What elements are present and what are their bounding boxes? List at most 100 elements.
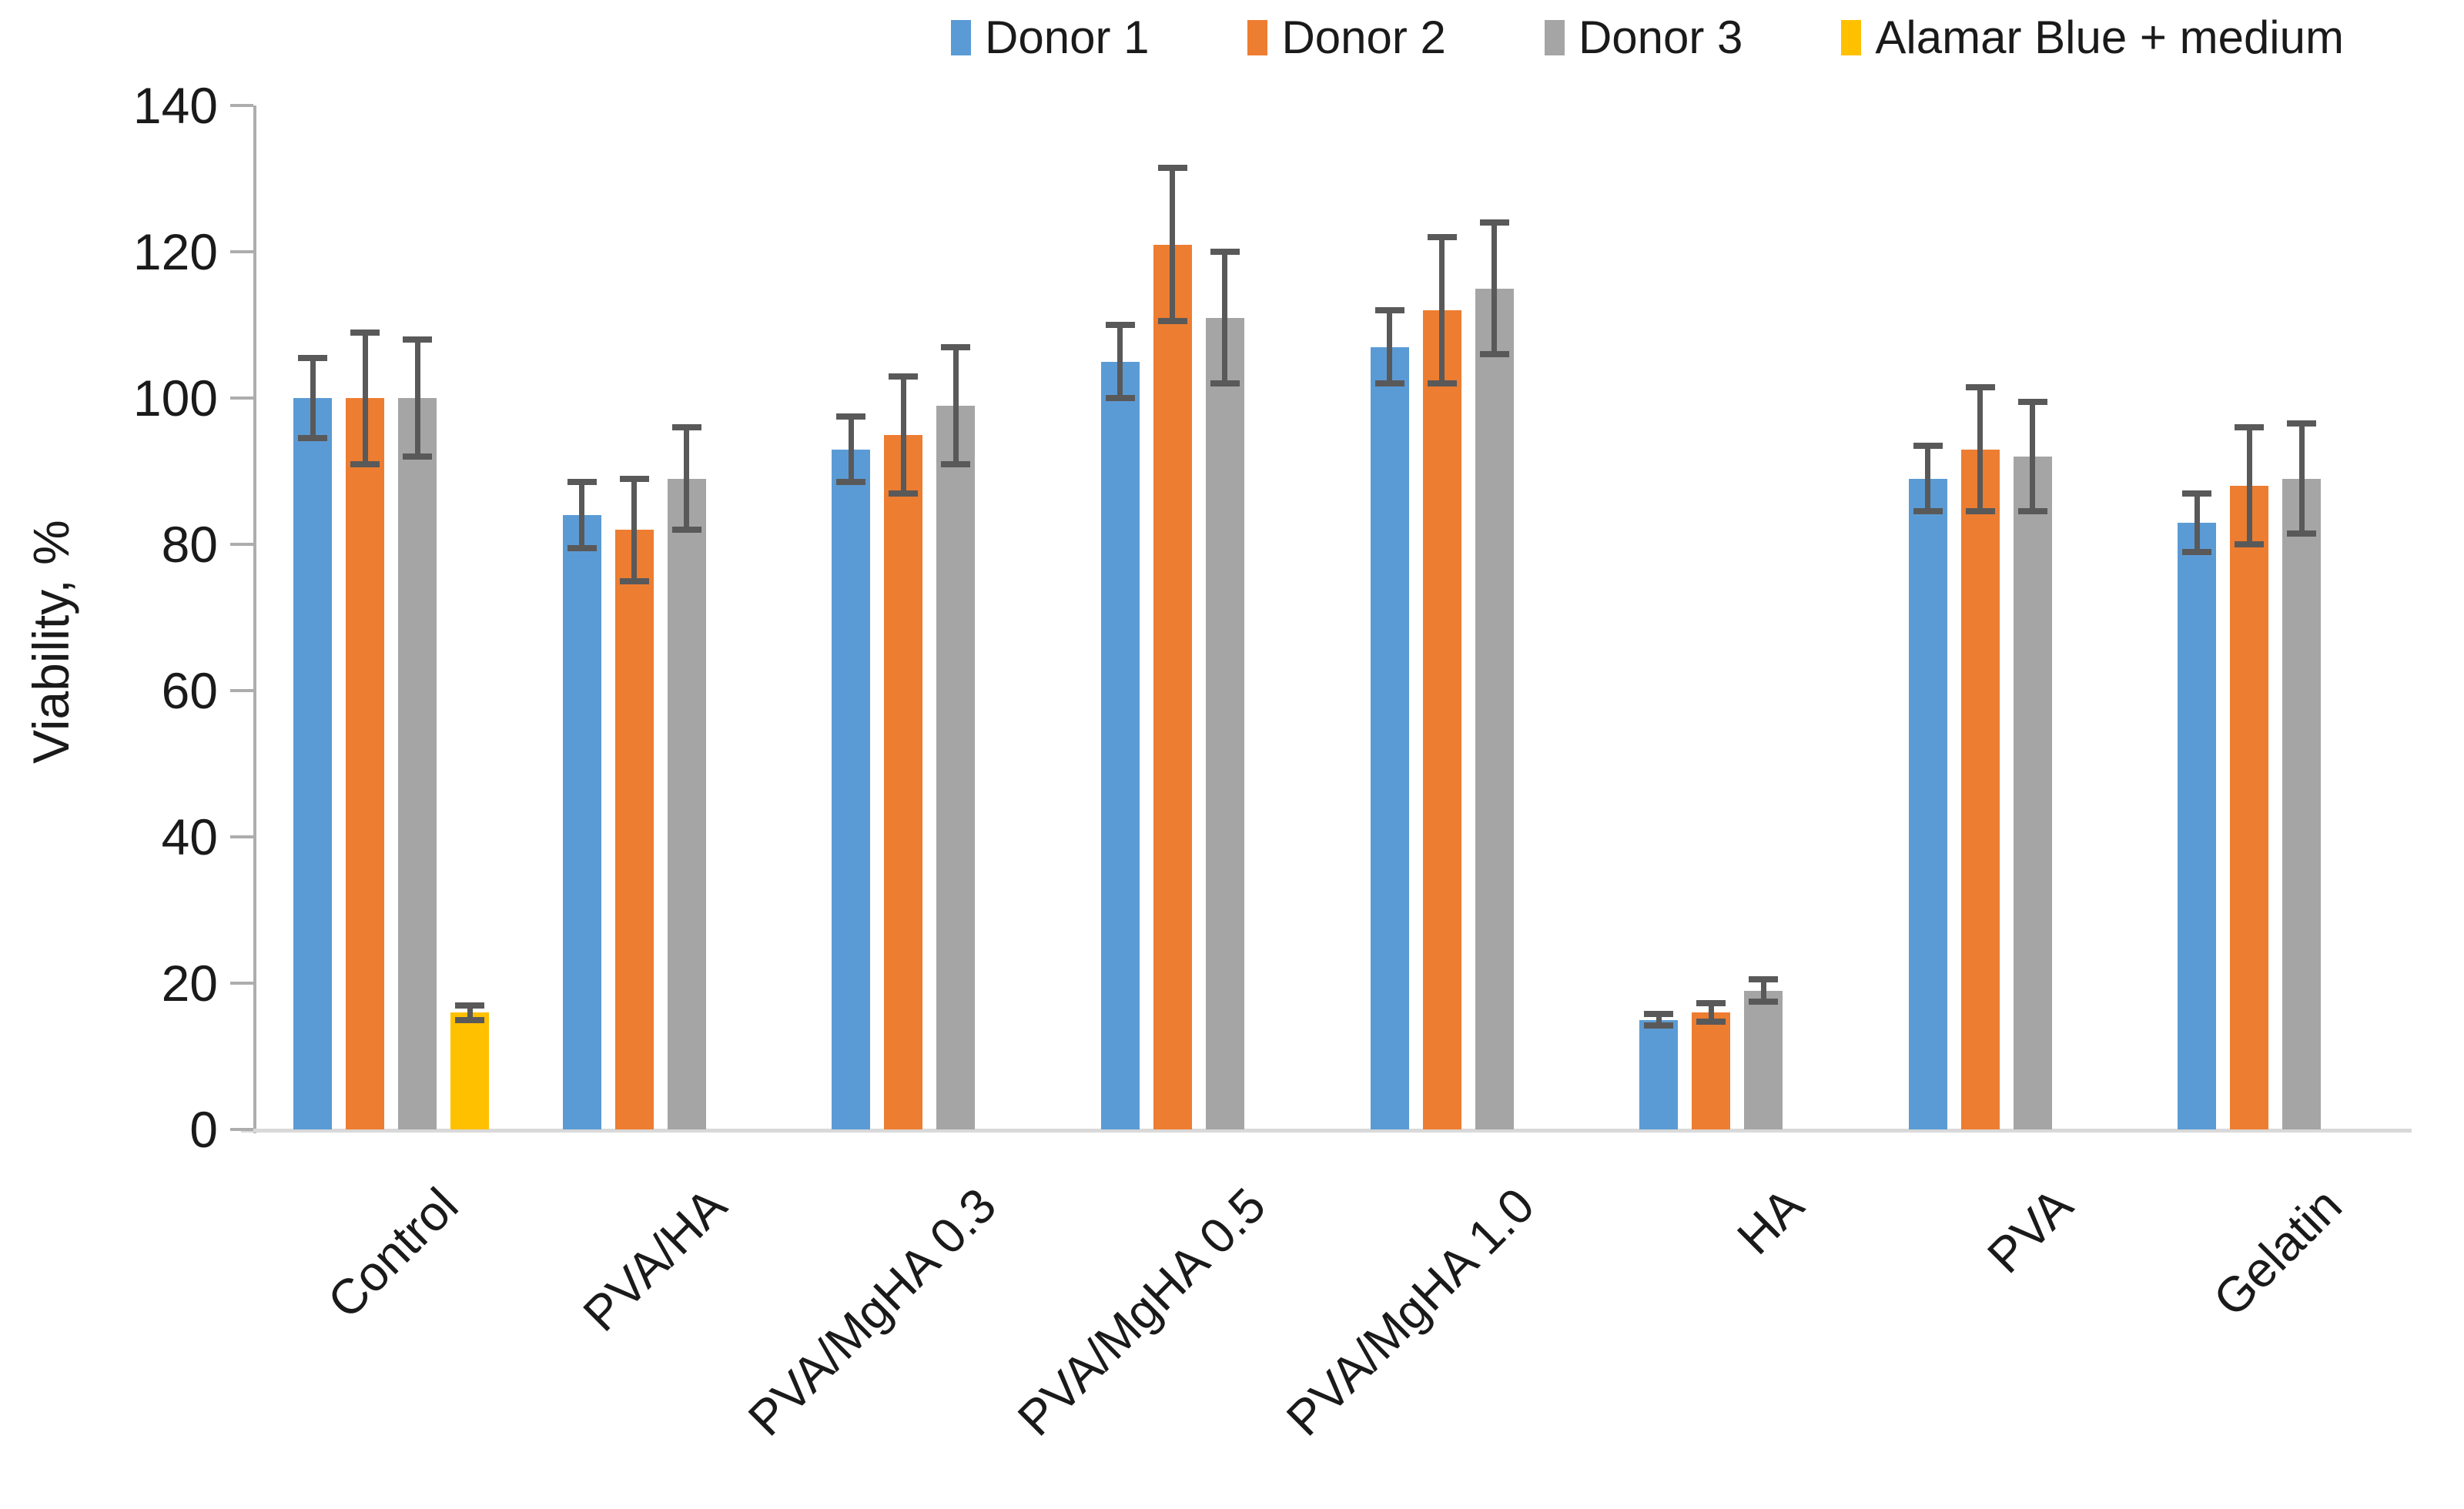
error-bar-cap-top bbox=[2017, 398, 2047, 405]
error-bar-cap-top bbox=[619, 475, 649, 482]
error-bar-cap-top bbox=[889, 373, 919, 380]
error-bar-line bbox=[1760, 979, 1766, 1002]
y-tick-mark bbox=[230, 689, 253, 692]
y-tick-label: 20 bbox=[161, 955, 218, 1012]
error-bar-cap-top bbox=[1210, 249, 1240, 255]
error-bar-cap-bottom bbox=[2287, 530, 2317, 537]
y-tick-label: 80 bbox=[161, 516, 218, 573]
error-bar-cap-bottom bbox=[2017, 508, 2047, 515]
legend-item-donor-1: Donor 1 bbox=[951, 11, 1149, 64]
error-bar-line bbox=[631, 478, 638, 581]
error-bar-cap-top bbox=[350, 329, 380, 336]
y-tick-label: 120 bbox=[132, 223, 218, 280]
legend-label-donor-3: Donor 3 bbox=[1578, 12, 1743, 63]
y-tick-label: 40 bbox=[161, 808, 218, 865]
legend-marker-alamar-blue-medium bbox=[1841, 19, 1862, 55]
error-bar-cap-top bbox=[2182, 490, 2212, 497]
error-bar-cap-bottom bbox=[2182, 548, 2212, 555]
y-tick-mark bbox=[230, 250, 253, 253]
bar-donor-2-pva-ha bbox=[614, 530, 654, 1129]
bar-donor-1-pva-mgha-0-5 bbox=[1100, 361, 1140, 1129]
error-bar-cap-top bbox=[403, 336, 432, 343]
bar-donor-2-ha bbox=[1692, 1012, 1731, 1129]
error-bar-cap-bottom bbox=[567, 544, 597, 551]
legend-item-alamar-blue-medium: Alamar Blue + medium bbox=[1841, 11, 2344, 64]
error-bar-line bbox=[848, 416, 854, 483]
error-bar-cap-bottom bbox=[298, 435, 327, 442]
y-tick-label: 60 bbox=[161, 662, 218, 719]
error-bar-cap-bottom bbox=[889, 490, 919, 497]
bar-donor-3-pva-mgha-0-5 bbox=[1205, 317, 1244, 1129]
error-bar-cap-bottom bbox=[1749, 998, 1779, 1005]
error-bar-cap-bottom bbox=[455, 1016, 484, 1023]
bar-donor-3-pva-mgha-0-3 bbox=[936, 405, 976, 1129]
error-bar-cap-bottom bbox=[1696, 1019, 1726, 1026]
x-axis-line bbox=[241, 1129, 2412, 1133]
legend-marker-donor-3 bbox=[1544, 19, 1565, 55]
bar-donor-2-control bbox=[346, 398, 384, 1129]
error-bar-cap-top bbox=[2235, 424, 2265, 430]
error-bar-cap-top bbox=[298, 354, 327, 361]
y-tick-mark bbox=[230, 104, 253, 107]
error-bar-cap-top bbox=[1374, 307, 1404, 313]
error-bar-line bbox=[1656, 1013, 1662, 1026]
error-bar-cap-bottom bbox=[1157, 318, 1187, 325]
error-bar-cap-bottom bbox=[2235, 541, 2265, 547]
y-tick-label: 0 bbox=[189, 1101, 218, 1158]
x-category-label-pva-mgha-0-5: PVA/MgHA 0.5 bbox=[1006, 1177, 1276, 1447]
error-bar-cap-top bbox=[836, 413, 866, 420]
chart-legend: Donor 1 Donor 2 Donor 3 Alamar Blue + mediu… bbox=[951, 11, 2344, 64]
error-bar-cap-bottom bbox=[619, 577, 649, 584]
y-tick-mark bbox=[230, 835, 253, 838]
error-bar-cap-top bbox=[1696, 999, 1726, 1006]
error-bar-line bbox=[1439, 237, 1445, 383]
error-bar-line bbox=[310, 357, 316, 439]
x-category-label-pva-mgha-1-0: PVA/MgHA 1.0 bbox=[1275, 1177, 1545, 1447]
error-bar-cap-top bbox=[1105, 322, 1135, 328]
legend-marker-donor-1 bbox=[951, 19, 971, 55]
x-category-label-pva-mgha-0-3: PVA/MgHA 0.3 bbox=[737, 1177, 1007, 1447]
error-bar-cap-top bbox=[1644, 1010, 1674, 1017]
error-bar-cap-top bbox=[1749, 976, 1779, 983]
error-bar-cap-top bbox=[671, 424, 701, 430]
bar-donor-2-pva-mgha-0-5 bbox=[1153, 244, 1192, 1129]
y-tick-mark bbox=[230, 396, 253, 400]
x-category-label-control: Control bbox=[316, 1177, 468, 1329]
error-bar-line bbox=[900, 376, 906, 494]
y-tick-mark bbox=[230, 1128, 253, 1131]
error-bar-cap-top bbox=[1427, 234, 1457, 240]
bar-donor-1-pva-mgha-0-3 bbox=[832, 449, 871, 1129]
error-bar-cap-top bbox=[455, 1002, 484, 1009]
y-tick-mark bbox=[230, 982, 253, 985]
error-bar-line bbox=[579, 482, 585, 548]
error-bar-line bbox=[1708, 1002, 1714, 1022]
error-bar-cap-bottom bbox=[1479, 351, 1509, 357]
error-bar-line bbox=[362, 332, 368, 464]
bar-donor-1-gelatin bbox=[2178, 522, 2217, 1129]
bar-donor-3-gelatin bbox=[2282, 478, 2322, 1129]
y-tick-mark bbox=[230, 543, 253, 546]
x-category-label-pva-ha: PVA/HA bbox=[572, 1177, 738, 1342]
error-bar-cap-top bbox=[2287, 420, 2317, 427]
error-bar-cap-top bbox=[567, 479, 597, 486]
bar-donor-1-control bbox=[293, 398, 332, 1129]
error-bar-cap-top bbox=[1157, 164, 1187, 171]
error-bar-line bbox=[467, 1005, 473, 1020]
legend-item-donor-2: Donor 2 bbox=[1247, 11, 1446, 64]
error-bar-line bbox=[2298, 423, 2305, 534]
bar-donor-1-pva bbox=[1908, 478, 1947, 1129]
error-bar-line bbox=[1491, 223, 1497, 354]
bar-donor-3-pva bbox=[2013, 457, 2052, 1129]
error-bar-cap-bottom bbox=[1374, 380, 1404, 386]
bar-alamar-blue-medium-control bbox=[450, 1012, 489, 1129]
error-bar-cap-bottom bbox=[1644, 1022, 1674, 1029]
y-tick-label: 140 bbox=[132, 77, 218, 134]
error-bar-cap-bottom bbox=[941, 460, 971, 467]
error-bar-line bbox=[2246, 427, 2252, 544]
error-bar-line bbox=[2030, 401, 2036, 512]
bar-donor-2-pva-mgha-1-0 bbox=[1422, 310, 1461, 1129]
legend-label-donor-2: Donor 2 bbox=[1281, 12, 1446, 63]
error-bar-cap-bottom bbox=[1427, 380, 1457, 386]
